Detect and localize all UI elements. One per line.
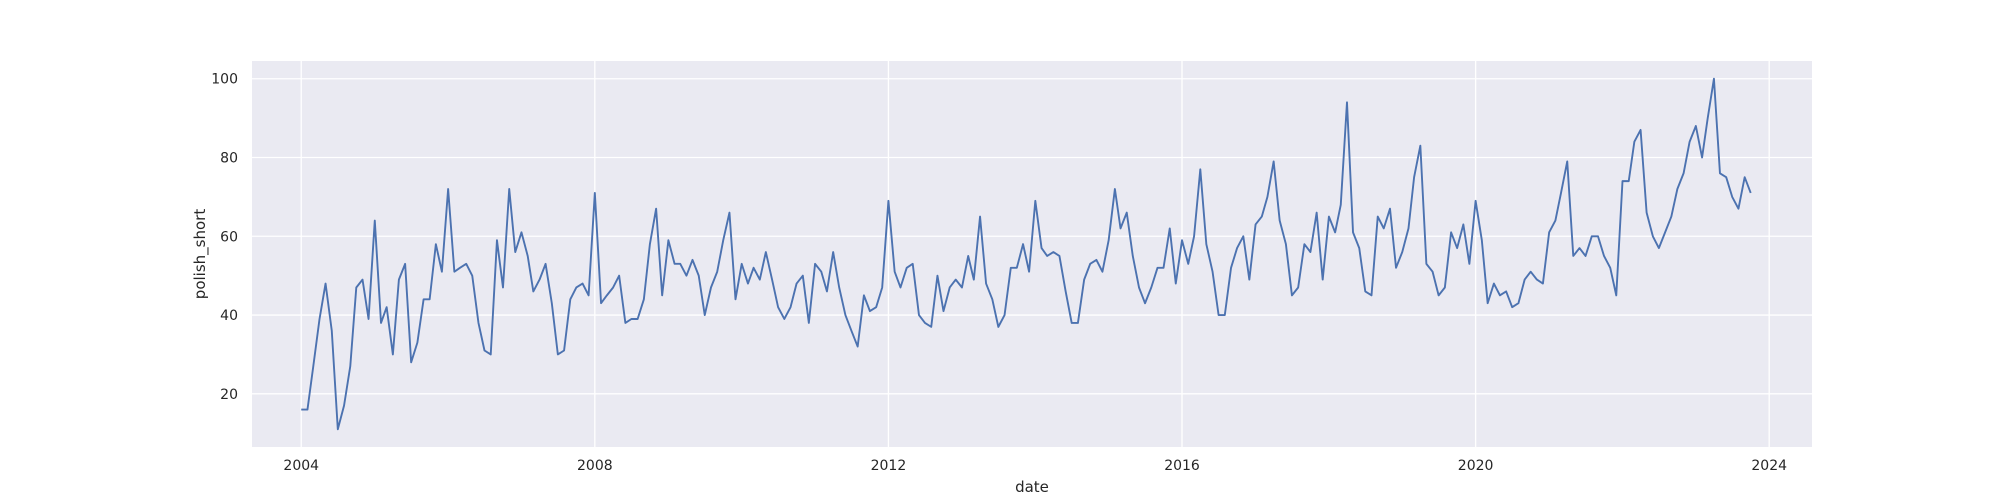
x-tick-label: 2012 xyxy=(871,458,907,474)
y-tick-label: 100 xyxy=(211,72,238,88)
series-line xyxy=(301,77,1752,431)
y-tick-label: 20 xyxy=(220,387,238,403)
y-tick-labels: 20 40 60 80 100 xyxy=(211,72,238,403)
x-tick-label: 2020 xyxy=(1458,458,1494,474)
y-tick-label: 80 xyxy=(220,151,238,167)
x-tick-labels: 2004 2008 2012 2016 2020 2024 xyxy=(283,458,1787,474)
x-tick-label: 2024 xyxy=(1751,458,1787,474)
x-tick-label: 2004 xyxy=(283,458,319,474)
plot-background xyxy=(252,61,1812,447)
x-tick-label: 2008 xyxy=(577,458,613,474)
y-tick-label: 40 xyxy=(220,308,238,324)
y-axis-label: polish_short xyxy=(191,209,210,300)
x-axis-label: date xyxy=(1015,478,1049,496)
series-layer xyxy=(301,77,1752,431)
y-tick-label: 60 xyxy=(220,229,238,245)
x-tick-label: 2016 xyxy=(1164,458,1200,474)
